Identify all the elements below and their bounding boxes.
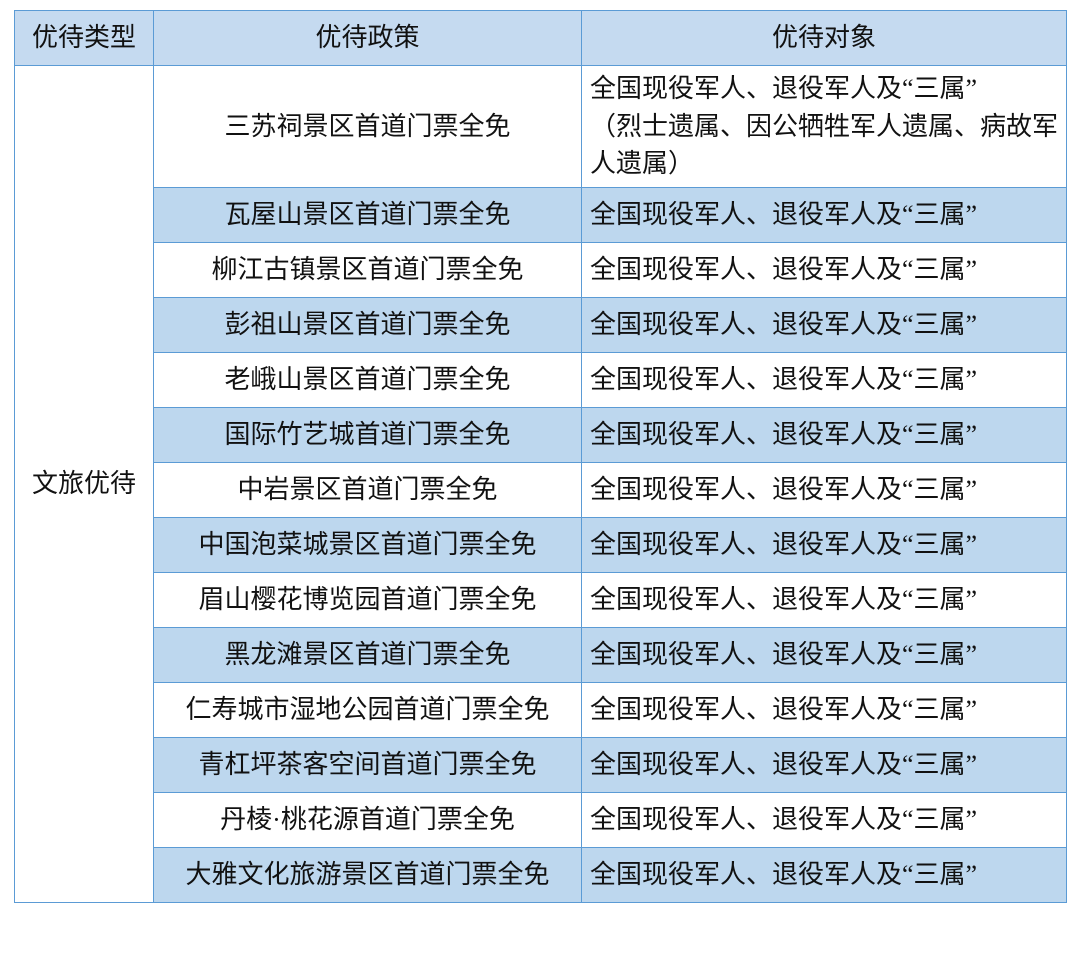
- policy-cell: 中国泡菜城景区首道门票全免: [153, 517, 582, 574]
- target-text: 全国现役军人、退役军人及“三属”: [590, 695, 978, 725]
- target-cell: 全国现役军人、退役军人及“三属”: [581, 517, 1067, 574]
- target-text: 全国现役军人、退役军人及“三属”: [590, 255, 978, 285]
- policy-cell: 三苏祠景区首道门票全免: [153, 64, 582, 189]
- target-text: 全国现役军人、退役军人及“三属”: [590, 585, 978, 615]
- policy-cell: 柳江古镇景区首道门票全免: [153, 242, 582, 299]
- target-text: 全国现役军人、退役军人及“三属”: [590, 750, 978, 780]
- preferential-policy-table: 优待类型 优待政策 优待对象 文旅优待 三苏祠景区首道门票全免 全国现役军人、退役军…: [14, 10, 1067, 904]
- target-text: 全国现役军人、退役军人及“三属”: [590, 640, 978, 670]
- target-text: 全国现役军人、退役军人及“三属”: [590, 420, 978, 450]
- target-cell: 全国现役军人、退役军人及“三属”: [581, 187, 1067, 244]
- table-row: 彭祖山景区首道门票全免 全国现役军人、退役军人及“三属”: [15, 297, 1067, 354]
- target-cell: 全国现役军人、退役军人及“三属”: [581, 572, 1067, 629]
- target-text: 全国现役军人、退役军人及“三属”: [590, 310, 978, 340]
- target-text: 全国现役军人、退役军人及“三属”: [590, 530, 978, 560]
- target-text: 全国现役军人、退役军人及“三属” （烈士遗属、因公牺牲军人遗属、病故军人遗属）: [590, 74, 1059, 179]
- target-text: 全国现役军人、退役军人及“三属”: [590, 475, 978, 505]
- benefit-table-container: 优待类型 优待政策 优待对象 文旅优待 三苏祠景区首道门票全免 全国现役军人、退役军…: [14, 10, 1067, 904]
- policy-cell: 丹棱·桃花源首道门票全免: [153, 792, 582, 849]
- target-cell: 全国现役军人、退役军人及“三属”: [581, 627, 1067, 684]
- policy-cell: 大雅文化旅游景区首道门票全免: [153, 847, 582, 904]
- target-text: 全国现役军人、退役军人及“三属”: [590, 200, 978, 230]
- category-cell: 文旅优待: [14, 64, 154, 904]
- target-text: 全国现役军人、退役军人及“三属”: [590, 365, 978, 395]
- table-row: 柳江古镇景区首道门票全免 全国现役军人、退役军人及“三属”: [15, 242, 1067, 299]
- table-row: 青杠坪茶客空间首道门票全免 全国现役军人、退役军人及“三属”: [15, 737, 1067, 794]
- table-row: 眉山樱花博览园首道门票全免 全国现役军人、退役军人及“三属”: [15, 572, 1067, 629]
- policy-cell: 仁寿城市湿地公园首道门票全免: [153, 682, 582, 739]
- target-cell: 全国现役军人、退役军人及“三属”: [581, 792, 1067, 849]
- target-cell: 全国现役军人、退役军人及“三属” （烈士遗属、因公牺牲军人遗属、病故军人遗属）: [581, 64, 1067, 189]
- target-cell: 全国现役军人、退役军人及“三属”: [581, 352, 1067, 409]
- table-body: 文旅优待 三苏祠景区首道门票全免 全国现役军人、退役军人及“三属” （烈士遗属、因公…: [14, 64, 1067, 904]
- table-row: 仁寿城市湿地公园首道门票全免 全国现役军人、退役军人及“三属”: [15, 682, 1067, 739]
- header-row: 优待类型 优待政策 优待对象: [14, 10, 1067, 66]
- target-cell: 全国现役军人、退役军人及“三属”: [581, 737, 1067, 794]
- table-row: 中岩景区首道门票全免 全国现役军人、退役军人及“三属”: [15, 462, 1067, 519]
- target-text: 全国现役军人、退役军人及“三属”: [590, 805, 978, 835]
- policy-cell: 瓦屋山景区首道门票全免: [153, 187, 582, 244]
- table-row: 国际竹艺城首道门票全免 全国现役军人、退役军人及“三属”: [15, 407, 1067, 464]
- policy-cell: 青杠坪茶客空间首道门票全免: [153, 737, 582, 794]
- header-cell-policy: 优待政策: [153, 10, 582, 66]
- header-cell-target: 优待对象: [581, 10, 1067, 66]
- policy-cell: 眉山樱花博览园首道门票全免: [153, 572, 582, 629]
- table-row: 瓦屋山景区首道门票全免 全国现役军人、退役军人及“三属”: [15, 187, 1067, 244]
- table-row: 老峨山景区首道门票全免 全国现役军人、退役军人及“三属”: [15, 352, 1067, 409]
- policy-cell: 老峨山景区首道门票全免: [153, 352, 582, 409]
- target-cell: 全国现役军人、退役军人及“三属”: [581, 242, 1067, 299]
- policy-cell: 彭祖山景区首道门票全免: [153, 297, 582, 354]
- header-cell-type: 优待类型: [14, 10, 154, 66]
- target-text: 全国现役军人、退役军人及“三属”: [590, 860, 978, 890]
- policy-cell: 中岩景区首道门票全免: [153, 462, 582, 519]
- table-row: 文旅优待 三苏祠景区首道门票全免 全国现役军人、退役军人及“三属” （烈士遗属、因公…: [14, 64, 1067, 904]
- table-row: 丹棱·桃花源首道门票全免 全国现役军人、退役军人及“三属”: [15, 792, 1067, 849]
- table-header: 优待类型 优待政策 优待对象: [14, 10, 1067, 66]
- target-cell: 全国现役军人、退役军人及“三属”: [581, 407, 1067, 464]
- table-row: 黑龙滩景区首道门票全免 全国现役军人、退役军人及“三属”: [15, 627, 1067, 684]
- table-row: 大雅文化旅游景区首道门票全免 全国现役军人、退役军人及“三属”: [15, 847, 1067, 904]
- table-row: 中国泡菜城景区首道门票全免 全国现役军人、退役军人及“三属”: [15, 517, 1067, 574]
- policy-cell: 黑龙滩景区首道门票全免: [153, 627, 582, 684]
- target-cell: 全国现役军人、退役军人及“三属”: [581, 297, 1067, 354]
- target-cell: 全国现役军人、退役军人及“三属”: [581, 847, 1067, 904]
- policy-cell: 国际竹艺城首道门票全免: [153, 407, 582, 464]
- target-cell: 全国现役军人、退役军人及“三属”: [581, 682, 1067, 739]
- target-cell: 全国现役军人、退役军人及“三属”: [581, 462, 1067, 519]
